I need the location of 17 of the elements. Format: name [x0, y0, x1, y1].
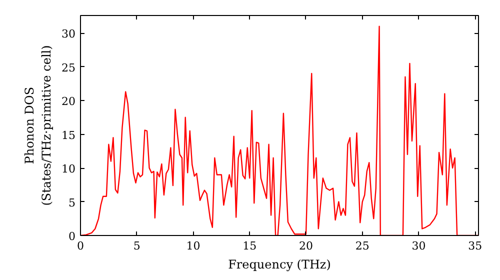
x-tick-label: 10 [186, 240, 200, 252]
x-tick-label: 35 [468, 240, 482, 252]
y-tick-label: 10 [62, 162, 76, 176]
y-tick-label: 30 [62, 28, 76, 41]
x-tick-label: 0 [77, 240, 84, 252]
y-tick-label: 15 [62, 128, 76, 142]
y-axis-title: Phonon DOS (States/THz·primitive cell) [22, 45, 54, 206]
x-tick-label: 15 [242, 240, 257, 252]
x-tick-label: 30 [412, 240, 426, 252]
y-tick-label: 20 [62, 95, 76, 108]
y-tick-label: 5 [68, 196, 76, 210]
x-tick-label: 5 [133, 240, 140, 252]
y-tick-label: 0 [68, 230, 76, 243]
x-tick-label: 20 [298, 240, 313, 252]
x-axis-title: Frequency (THz) [228, 258, 331, 272]
y-tick-label: 25 [62, 61, 76, 74]
x-tick-label: 25 [355, 240, 370, 252]
